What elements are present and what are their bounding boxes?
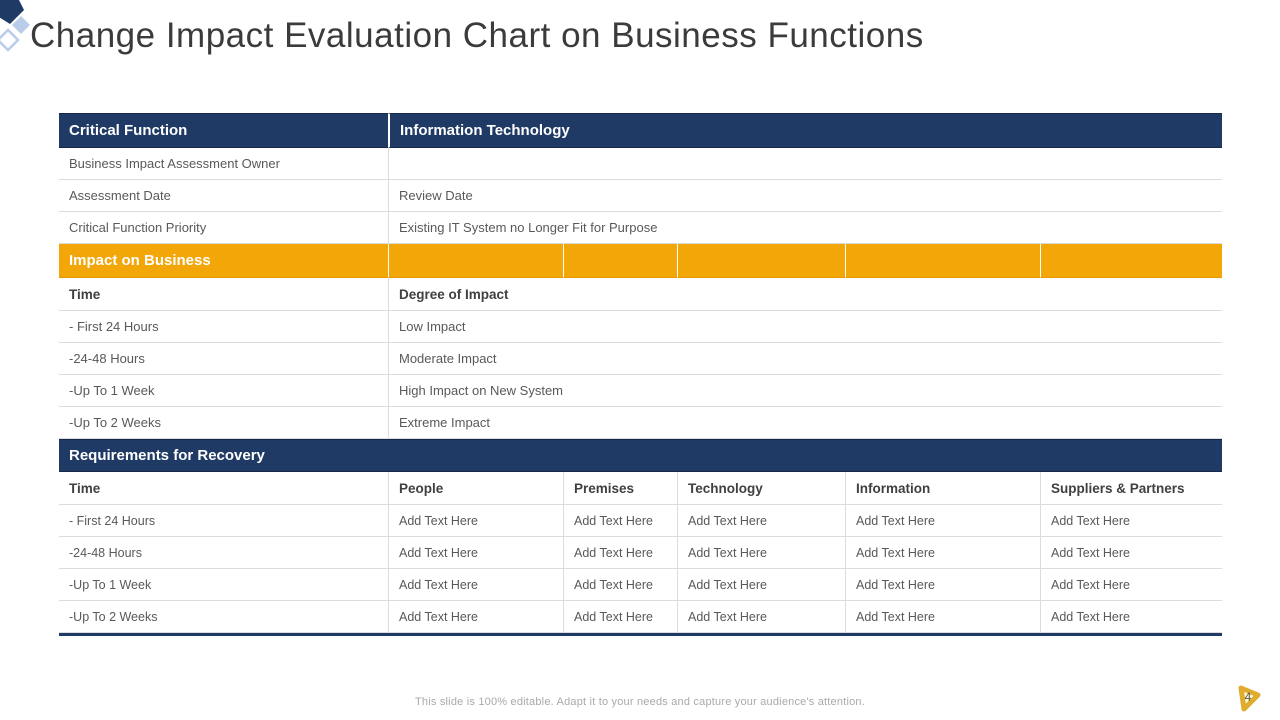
- band-cell: [1040, 244, 1222, 278]
- subheader-cell-time: Time: [59, 472, 388, 505]
- light-blue-diamond-icon: [12, 16, 30, 34]
- header-cell-information-technology: Information Technology: [388, 113, 1222, 148]
- cell: -24-48 Hours: [59, 537, 388, 569]
- cell: Critical Function Priority: [59, 212, 388, 244]
- subheader-cell-people: People: [388, 472, 563, 505]
- table-row: Assessment Date Review Date: [59, 180, 1222, 212]
- table-header-row: Critical Function Information Technology: [59, 113, 1222, 148]
- band-cell: [677, 244, 845, 278]
- band-cell: [845, 244, 1040, 278]
- footer-note: This slide is 100% editable. Adapt it to…: [415, 696, 865, 708]
- subheader-cell-suppliers-partners: Suppliers & Partners: [1040, 472, 1222, 505]
- cell: Review Date: [388, 180, 1222, 212]
- requirements-for-recovery-band: Requirements for Recovery: [59, 439, 1222, 472]
- header-cell-critical-function: Critical Function: [59, 113, 388, 148]
- add-text-placeholder[interactable]: Add Text Here: [677, 537, 845, 569]
- add-text-placeholder[interactable]: Add Text Here: [677, 569, 845, 601]
- add-text-placeholder[interactable]: Add Text Here: [388, 569, 563, 601]
- cell: Low Impact: [388, 311, 1222, 343]
- table-row: -Up To 1 Week High Impact on New System: [59, 375, 1222, 407]
- add-text-placeholder[interactable]: Add Text Here: [677, 505, 845, 537]
- add-text-placeholder[interactable]: Add Text Here: [677, 601, 845, 633]
- table-row: -24-48 Hours Moderate Impact: [59, 343, 1222, 375]
- table-row: -Up To 2 Weeks Extreme Impact: [59, 407, 1222, 439]
- band-label: Requirements for Recovery: [59, 439, 1222, 472]
- outline-diamond-icon: [0, 28, 20, 52]
- business-impact-table: Critical Function Information Technology…: [59, 113, 1222, 636]
- band-cell: [563, 244, 677, 278]
- cell: - First 24 Hours: [59, 311, 388, 343]
- add-text-placeholder[interactable]: Add Text Here: [845, 569, 1040, 601]
- impact-on-business-band: Impact on Business: [59, 244, 1222, 278]
- cell: Assessment Date: [59, 180, 388, 212]
- add-text-placeholder[interactable]: Add Text Here: [563, 537, 677, 569]
- subheader-cell-premises: Premises: [563, 472, 677, 505]
- table-row: -Up To 1 Week Add Text Here Add Text Her…: [59, 569, 1222, 601]
- add-text-placeholder[interactable]: Add Text Here: [845, 601, 1040, 633]
- subheader-cell-information: Information: [845, 472, 1040, 505]
- add-text-placeholder[interactable]: Add Text Here: [1040, 537, 1222, 569]
- add-text-placeholder[interactable]: Add Text Here: [1040, 601, 1222, 633]
- page-title: Change Impact Evaluation Chart on Busine…: [30, 16, 924, 55]
- subheader-cell-degree-of-impact: Degree of Impact: [388, 278, 1222, 311]
- subheader-cell-technology: Technology: [677, 472, 845, 505]
- recovery-subheader-row: Time People Premises Technology Informat…: [59, 472, 1222, 505]
- cell: -Up To 1 Week: [59, 375, 388, 407]
- cell: -Up To 2 Weeks: [59, 407, 388, 439]
- cell: -24-48 Hours: [59, 343, 388, 375]
- add-text-placeholder[interactable]: Add Text Here: [845, 537, 1040, 569]
- table-row: Business Impact Assessment Owner: [59, 148, 1222, 180]
- navy-diamond-icon: [0, 0, 24, 24]
- add-text-placeholder[interactable]: Add Text Here: [388, 601, 563, 633]
- cell: -Up To 1 Week: [59, 569, 388, 601]
- add-text-placeholder[interactable]: Add Text Here: [388, 505, 563, 537]
- add-text-placeholder[interactable]: Add Text Here: [1040, 569, 1222, 601]
- add-text-placeholder[interactable]: Add Text Here: [563, 505, 677, 537]
- cell: High Impact on New System: [388, 375, 1222, 407]
- table-row: Critical Function Priority Existing IT S…: [59, 212, 1222, 244]
- cell: Extreme Impact: [388, 407, 1222, 439]
- add-text-placeholder[interactable]: Add Text Here: [563, 601, 677, 633]
- add-text-placeholder[interactable]: Add Text Here: [845, 505, 1040, 537]
- table-row: - First 24 Hours Low Impact: [59, 311, 1222, 343]
- band-label: Impact on Business: [59, 244, 388, 278]
- band-cell: [388, 244, 563, 278]
- cell: Moderate Impact: [388, 343, 1222, 375]
- cell: -Up To 2 Weeks: [59, 601, 388, 633]
- rounded-triangle-icon: [1238, 685, 1261, 712]
- table-row: -Up To 2 Weeks Add Text Here Add Text He…: [59, 601, 1222, 633]
- cell: Business Impact Assessment Owner: [59, 148, 388, 180]
- page-number: 4: [1244, 690, 1252, 704]
- cell: [388, 148, 1222, 180]
- add-text-placeholder[interactable]: Add Text Here: [563, 569, 677, 601]
- table-row: -24-48 Hours Add Text Here Add Text Here…: [59, 537, 1222, 569]
- cell: Existing IT System no Longer Fit for Pur…: [388, 212, 1222, 244]
- add-text-placeholder[interactable]: Add Text Here: [388, 537, 563, 569]
- subheader-cell-time: Time: [59, 278, 388, 311]
- add-text-placeholder[interactable]: Add Text Here: [1040, 505, 1222, 537]
- table-row: - First 24 Hours Add Text Here Add Text …: [59, 505, 1222, 537]
- page-number-badge: 4: [1231, 682, 1265, 716]
- impact-subheader-row: Time Degree of Impact: [59, 278, 1222, 311]
- cell: - First 24 Hours: [59, 505, 388, 537]
- corner-diamonds-decoration: [0, 0, 30, 52]
